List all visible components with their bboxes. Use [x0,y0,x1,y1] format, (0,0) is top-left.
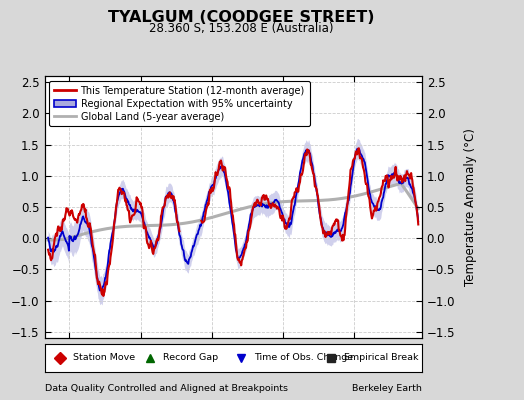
Text: Berkeley Earth: Berkeley Earth [352,384,422,393]
Text: 28.360 S, 153.208 E (Australia): 28.360 S, 153.208 E (Australia) [149,22,333,35]
Text: Station Move: Station Move [73,354,135,362]
Text: TYALGUM (COODGEE STREET): TYALGUM (COODGEE STREET) [108,10,374,25]
Text: Record Gap: Record Gap [163,354,219,362]
Text: Time of Obs. Change: Time of Obs. Change [254,354,353,362]
Y-axis label: Temperature Anomaly (°C): Temperature Anomaly (°C) [464,128,476,286]
Legend: This Temperature Station (12-month average), Regional Expectation with 95% uncer: This Temperature Station (12-month avera… [49,81,310,126]
Text: Data Quality Controlled and Aligned at Breakpoints: Data Quality Controlled and Aligned at B… [45,384,288,393]
Text: Empirical Break: Empirical Break [344,354,419,362]
